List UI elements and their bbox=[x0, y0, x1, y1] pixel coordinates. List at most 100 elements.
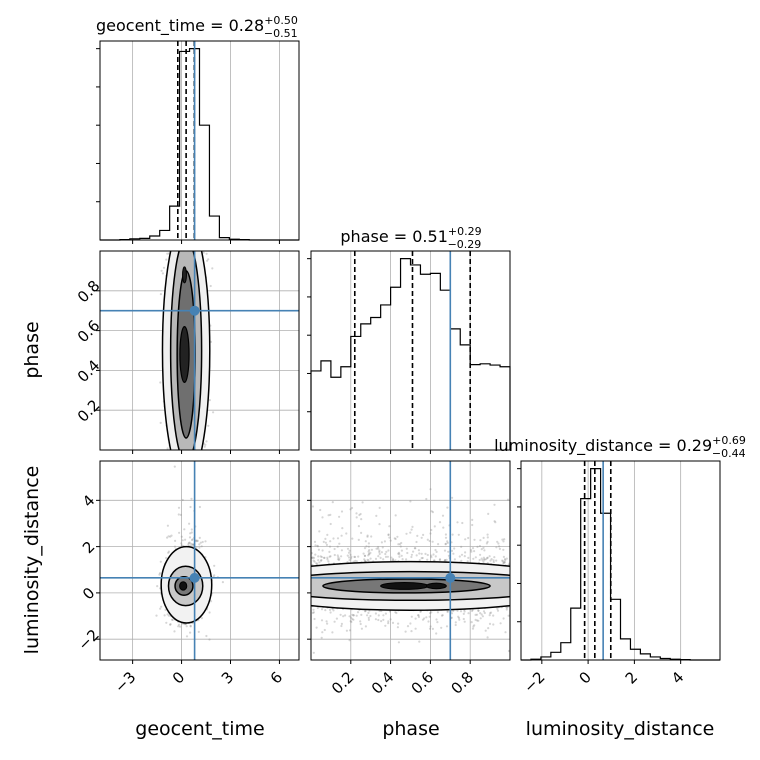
sample-point bbox=[495, 559, 498, 562]
sample-point bbox=[348, 549, 351, 552]
sample-point bbox=[380, 620, 383, 623]
sample-point bbox=[348, 556, 351, 559]
sample-point bbox=[190, 531, 193, 534]
sample-point bbox=[472, 557, 475, 560]
sample-point bbox=[494, 521, 497, 524]
sample-point bbox=[355, 516, 358, 519]
sample-point bbox=[363, 558, 366, 561]
sample-point bbox=[345, 629, 348, 632]
sample-point bbox=[460, 559, 463, 562]
sample-point bbox=[446, 610, 449, 614]
sample-point bbox=[203, 445, 206, 448]
sample-point bbox=[380, 551, 383, 554]
sample-point bbox=[483, 558, 486, 561]
sample-point bbox=[351, 613, 354, 616]
sample-point bbox=[477, 619, 480, 622]
sample-point bbox=[366, 614, 369, 617]
panel-content bbox=[155, 465, 224, 641]
sample-point bbox=[506, 498, 510, 501]
sample-point bbox=[417, 615, 420, 619]
sample-point bbox=[366, 534, 369, 537]
sample-point bbox=[206, 259, 209, 262]
sample-point bbox=[336, 554, 339, 557]
title-upper-error: +0.50 bbox=[264, 14, 298, 27]
sample-point bbox=[159, 293, 162, 296]
sample-point bbox=[502, 617, 505, 620]
sample-point bbox=[406, 625, 410, 628]
sample-point bbox=[319, 555, 322, 558]
sample-point bbox=[446, 540, 449, 543]
sample-point bbox=[479, 553, 482, 556]
sample-point bbox=[336, 537, 340, 540]
sample-point bbox=[501, 559, 504, 562]
sample-point bbox=[394, 611, 397, 614]
panel-border bbox=[99, 250, 300, 451]
sample-point bbox=[189, 625, 192, 628]
sample-point bbox=[329, 555, 332, 558]
y-tick-label-luminosity_distance: 2 bbox=[79, 538, 98, 557]
sample-point bbox=[329, 522, 332, 526]
sample-point bbox=[504, 559, 507, 562]
sample-point bbox=[329, 513, 332, 517]
sample-point bbox=[347, 551, 351, 554]
sample-point bbox=[476, 545, 479, 549]
sample-point bbox=[359, 622, 362, 626]
sample-point bbox=[221, 581, 224, 584]
sample-point bbox=[313, 540, 317, 544]
sample-point bbox=[311, 556, 314, 559]
sample-point bbox=[453, 547, 456, 550]
sample-point bbox=[435, 550, 438, 554]
sample-point bbox=[502, 561, 505, 564]
y-axis-label-phase: phase bbox=[21, 321, 43, 378]
sample-point bbox=[341, 527, 344, 530]
sample-point bbox=[450, 549, 454, 553]
sample-point bbox=[350, 555, 353, 558]
sample-point bbox=[456, 521, 459, 524]
sample-point bbox=[348, 559, 351, 562]
sample-point bbox=[467, 612, 470, 615]
sample-point bbox=[355, 614, 358, 617]
sample-point bbox=[363, 559, 367, 562]
sample-point bbox=[378, 549, 381, 552]
sample-point bbox=[351, 617, 354, 621]
density-contour bbox=[179, 581, 188, 591]
sample-point bbox=[462, 617, 465, 621]
sample-point bbox=[340, 624, 343, 628]
sample-point bbox=[438, 558, 442, 561]
sample-point bbox=[505, 608, 508, 611]
sample-point bbox=[166, 524, 169, 527]
sample-point bbox=[471, 609, 474, 613]
sample-point bbox=[393, 537, 396, 540]
sample-point bbox=[315, 626, 318, 629]
sample-point bbox=[361, 501, 364, 504]
sample-point bbox=[435, 632, 438, 635]
sample-point bbox=[357, 525, 360, 528]
sample-point bbox=[190, 528, 193, 531]
sample-point bbox=[502, 562, 505, 565]
sample-point bbox=[208, 611, 211, 614]
sample-point bbox=[405, 547, 408, 550]
y-tick-label-phase: 0.4 bbox=[74, 356, 104, 386]
sample-point bbox=[420, 557, 423, 560]
sample-point bbox=[208, 638, 211, 641]
panel-luminosity_distance-vs-geocent_time: −3 0 3 6 −2 0 2 4 bbox=[75, 460, 300, 696]
sample-point bbox=[487, 512, 490, 516]
y-tick-label-luminosity_distance: 4 bbox=[79, 491, 98, 510]
sample-point bbox=[384, 612, 387, 615]
sample-point bbox=[367, 552, 371, 555]
sample-point bbox=[328, 545, 332, 548]
sample-point bbox=[397, 641, 400, 644]
sample-point bbox=[169, 623, 172, 626]
sample-point bbox=[421, 618, 425, 621]
sample-point bbox=[443, 549, 447, 552]
sample-point bbox=[507, 614, 510, 617]
sample-point bbox=[467, 536, 470, 540]
sample-point bbox=[397, 622, 400, 625]
sample-point bbox=[430, 554, 433, 557]
sample-point bbox=[488, 614, 491, 617]
sample-point bbox=[189, 532, 192, 535]
sample-point bbox=[316, 562, 319, 565]
sample-point bbox=[189, 542, 192, 545]
density-contour bbox=[380, 581, 429, 590]
sample-point bbox=[159, 421, 162, 424]
